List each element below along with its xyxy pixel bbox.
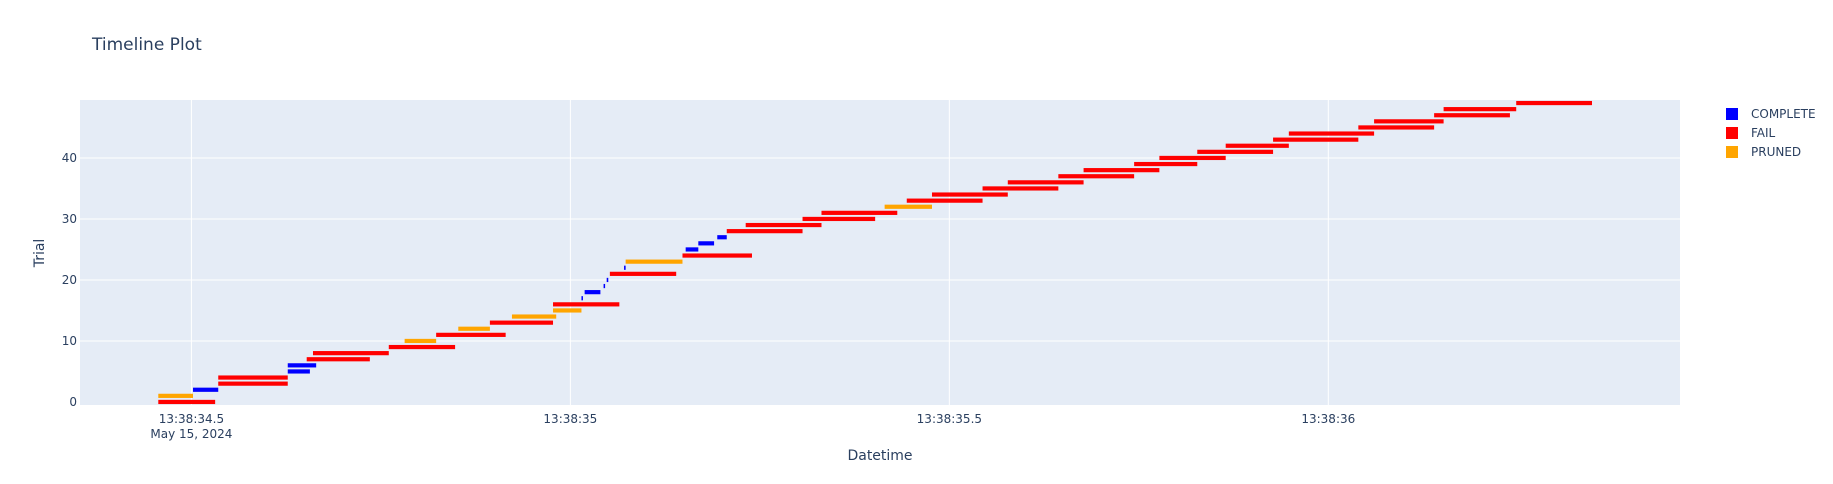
legend-swatch [1726, 108, 1738, 120]
trial-bar[interactable] [606, 277, 609, 283]
trial-bar[interactable] [1288, 131, 1375, 136]
y-tick-label: 0 [69, 395, 77, 409]
legend-item-pruned[interactable]: PRUNED [1726, 145, 1801, 159]
x-axis-title: Datetime [847, 448, 912, 464]
trial-bar[interactable] [312, 351, 389, 356]
gridlines [80, 100, 1680, 405]
trial-bar[interactable] [1007, 180, 1084, 185]
trial-bar[interactable] [726, 229, 803, 234]
trial-bar[interactable] [584, 290, 601, 295]
trial-bar[interactable] [193, 387, 219, 392]
x-tick-label: 13:38:36 [1301, 412, 1355, 426]
trial-bar[interactable] [388, 344, 456, 350]
chart-title: Timeline Plot [91, 35, 202, 55]
trial-bar[interactable] [287, 363, 317, 368]
trial-bar[interactable] [931, 192, 1008, 197]
legend-swatch [1726, 127, 1738, 139]
legend-label: PRUNED [1751, 145, 1801, 159]
trial-bar[interactable] [1374, 119, 1444, 124]
trial-bar[interactable] [802, 216, 876, 222]
trial-bar[interactable] [698, 241, 715, 246]
y-tick-label: 40 [62, 151, 77, 165]
y-tick-label: 20 [62, 273, 77, 287]
trial-bar[interactable] [982, 186, 1059, 191]
trial-bar[interactable] [287, 369, 310, 374]
legend-label: FAIL [1751, 126, 1776, 140]
trial-bar[interactable] [1225, 143, 1289, 148]
trial-bar[interactable] [489, 320, 554, 325]
trial-bar[interactable] [158, 399, 216, 405]
trial-bar[interactable] [158, 393, 194, 398]
trial-bar[interactable] [884, 204, 932, 209]
x-axis-ticks: 13:38:34.5 13:38:35 13:38:35.5 13:38:36 [159, 412, 1356, 426]
trial-bar[interactable] [1443, 107, 1517, 112]
trial-bar[interactable] [1159, 155, 1226, 161]
x-axis-date-label: May 15, 2024 [150, 427, 232, 441]
x-tick-label: 13:38:34.5 [159, 412, 224, 426]
trial-bar[interactable] [1273, 137, 1359, 142]
trial-bar[interactable] [1197, 149, 1274, 154]
trial-bar[interactable] [511, 314, 557, 319]
trial-bar[interactable] [685, 247, 699, 252]
trial-bar[interactable] [1434, 113, 1510, 118]
trial-bar[interactable] [218, 381, 288, 386]
trial-bar[interactable] [609, 271, 677, 276]
legend-label: COMPLETE [1751, 107, 1816, 121]
trial-bar[interactable] [625, 259, 683, 264]
y-axis-ticks: 0 10 20 30 40 [62, 151, 77, 409]
trial-bar[interactable] [581, 296, 583, 301]
y-tick-label: 10 [62, 334, 77, 348]
trial-bar[interactable] [1516, 100, 1593, 106]
legend-item-complete[interactable]: COMPLETE [1726, 107, 1816, 121]
trial-bar[interactable] [1358, 125, 1435, 130]
x-tick-label: 13:38:35 [543, 412, 597, 426]
y-axis-title: Trial [32, 239, 48, 269]
legend-swatch [1726, 146, 1738, 158]
trial-bar[interactable] [458, 326, 490, 331]
trial-bar[interactable] [553, 302, 620, 307]
legend-item-fail[interactable]: FAIL [1726, 126, 1776, 140]
trial-bar[interactable] [682, 253, 752, 258]
trial-bar[interactable] [218, 375, 288, 380]
trial-bar[interactable] [436, 332, 506, 337]
trial-bar[interactable] [603, 283, 606, 289]
trial-bars [158, 100, 1593, 405]
trial-bar[interactable] [745, 222, 822, 228]
trial-bar[interactable] [306, 357, 370, 362]
trial-bar[interactable] [553, 308, 582, 313]
trial-bar[interactable] [624, 265, 626, 270]
trial-bar[interactable] [1134, 161, 1198, 167]
trial-bar[interactable] [1083, 168, 1160, 173]
trial-bar[interactable] [1058, 174, 1135, 179]
trial-bar[interactable] [821, 210, 898, 215]
x-tick-label: 13:38:35.5 [917, 412, 982, 426]
legend[interactable]: COMPLETE FAIL PRUNED [1726, 107, 1816, 159]
trial-bar[interactable] [906, 198, 983, 203]
trial-bar[interactable] [717, 235, 727, 240]
trial-bar[interactable] [404, 338, 437, 344]
y-tick-label: 30 [62, 212, 77, 226]
